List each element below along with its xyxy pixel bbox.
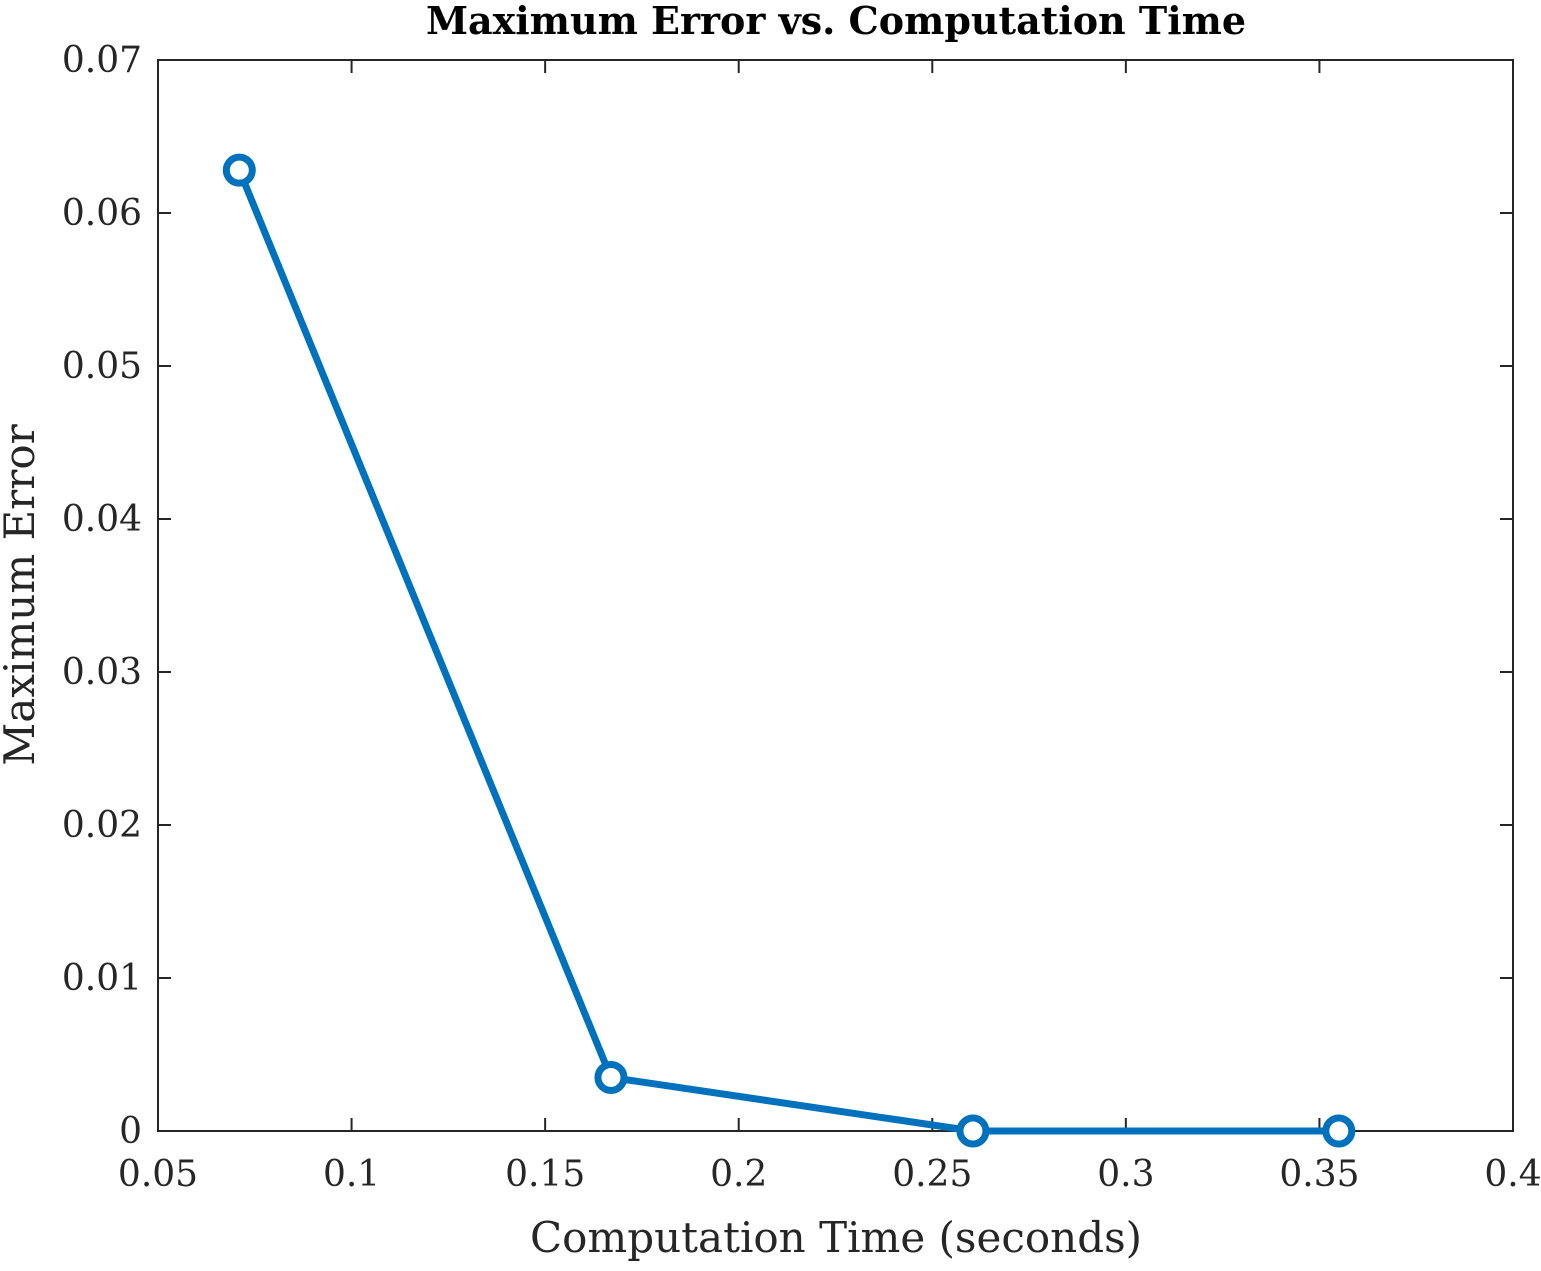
y-tick-label: 0.02 [62, 805, 142, 846]
tick-labels: 0.05 0.1 0.15 0.2 0.25 0.3 0.35 0.4 0 0.01 0.02 0.0… [62, 40, 1541, 1195]
y-tick-label: 0.04 [62, 499, 142, 540]
y-tick-label: 0.03 [62, 652, 142, 693]
axes-frame [157, 59, 1514, 1132]
x-tick-label: 0.2 [710, 1154, 767, 1195]
data-point-marker [222, 153, 256, 187]
y-tick-label: 0 [119, 1111, 142, 1152]
data-point-marker [594, 1060, 628, 1094]
y-axis-title: Maximum Error [0, 423, 44, 765]
x-tick-label: 0.05 [118, 1154, 198, 1195]
y-tick-label: 0.07 [62, 40, 142, 81]
axes-box [157, 59, 1514, 1132]
data-point-marker [956, 1114, 990, 1148]
x-tick-label: 0.25 [892, 1154, 972, 1195]
tick-marks [157, 59, 1514, 1132]
x-tick-label: 0.35 [1279, 1154, 1359, 1195]
y-tick-label: 0.06 [62, 193, 142, 234]
data-point-marker [1322, 1114, 1356, 1148]
y-tick-label: 0.01 [62, 958, 142, 999]
x-tick-label: 0.1 [323, 1154, 380, 1195]
series-line [235, 166, 1343, 1135]
x-tick-label: 0.4 [1484, 1154, 1541, 1195]
x-axis-title: Computation Time (seconds) [530, 1213, 1142, 1262]
x-tick-label: 0.3 [1097, 1154, 1154, 1195]
chart-title: Maximum Error vs. Computation Time [426, 0, 1246, 43]
series [222, 153, 1356, 1148]
y-tick-label: 0.05 [62, 346, 142, 387]
x-tick-label: 0.15 [505, 1154, 585, 1195]
